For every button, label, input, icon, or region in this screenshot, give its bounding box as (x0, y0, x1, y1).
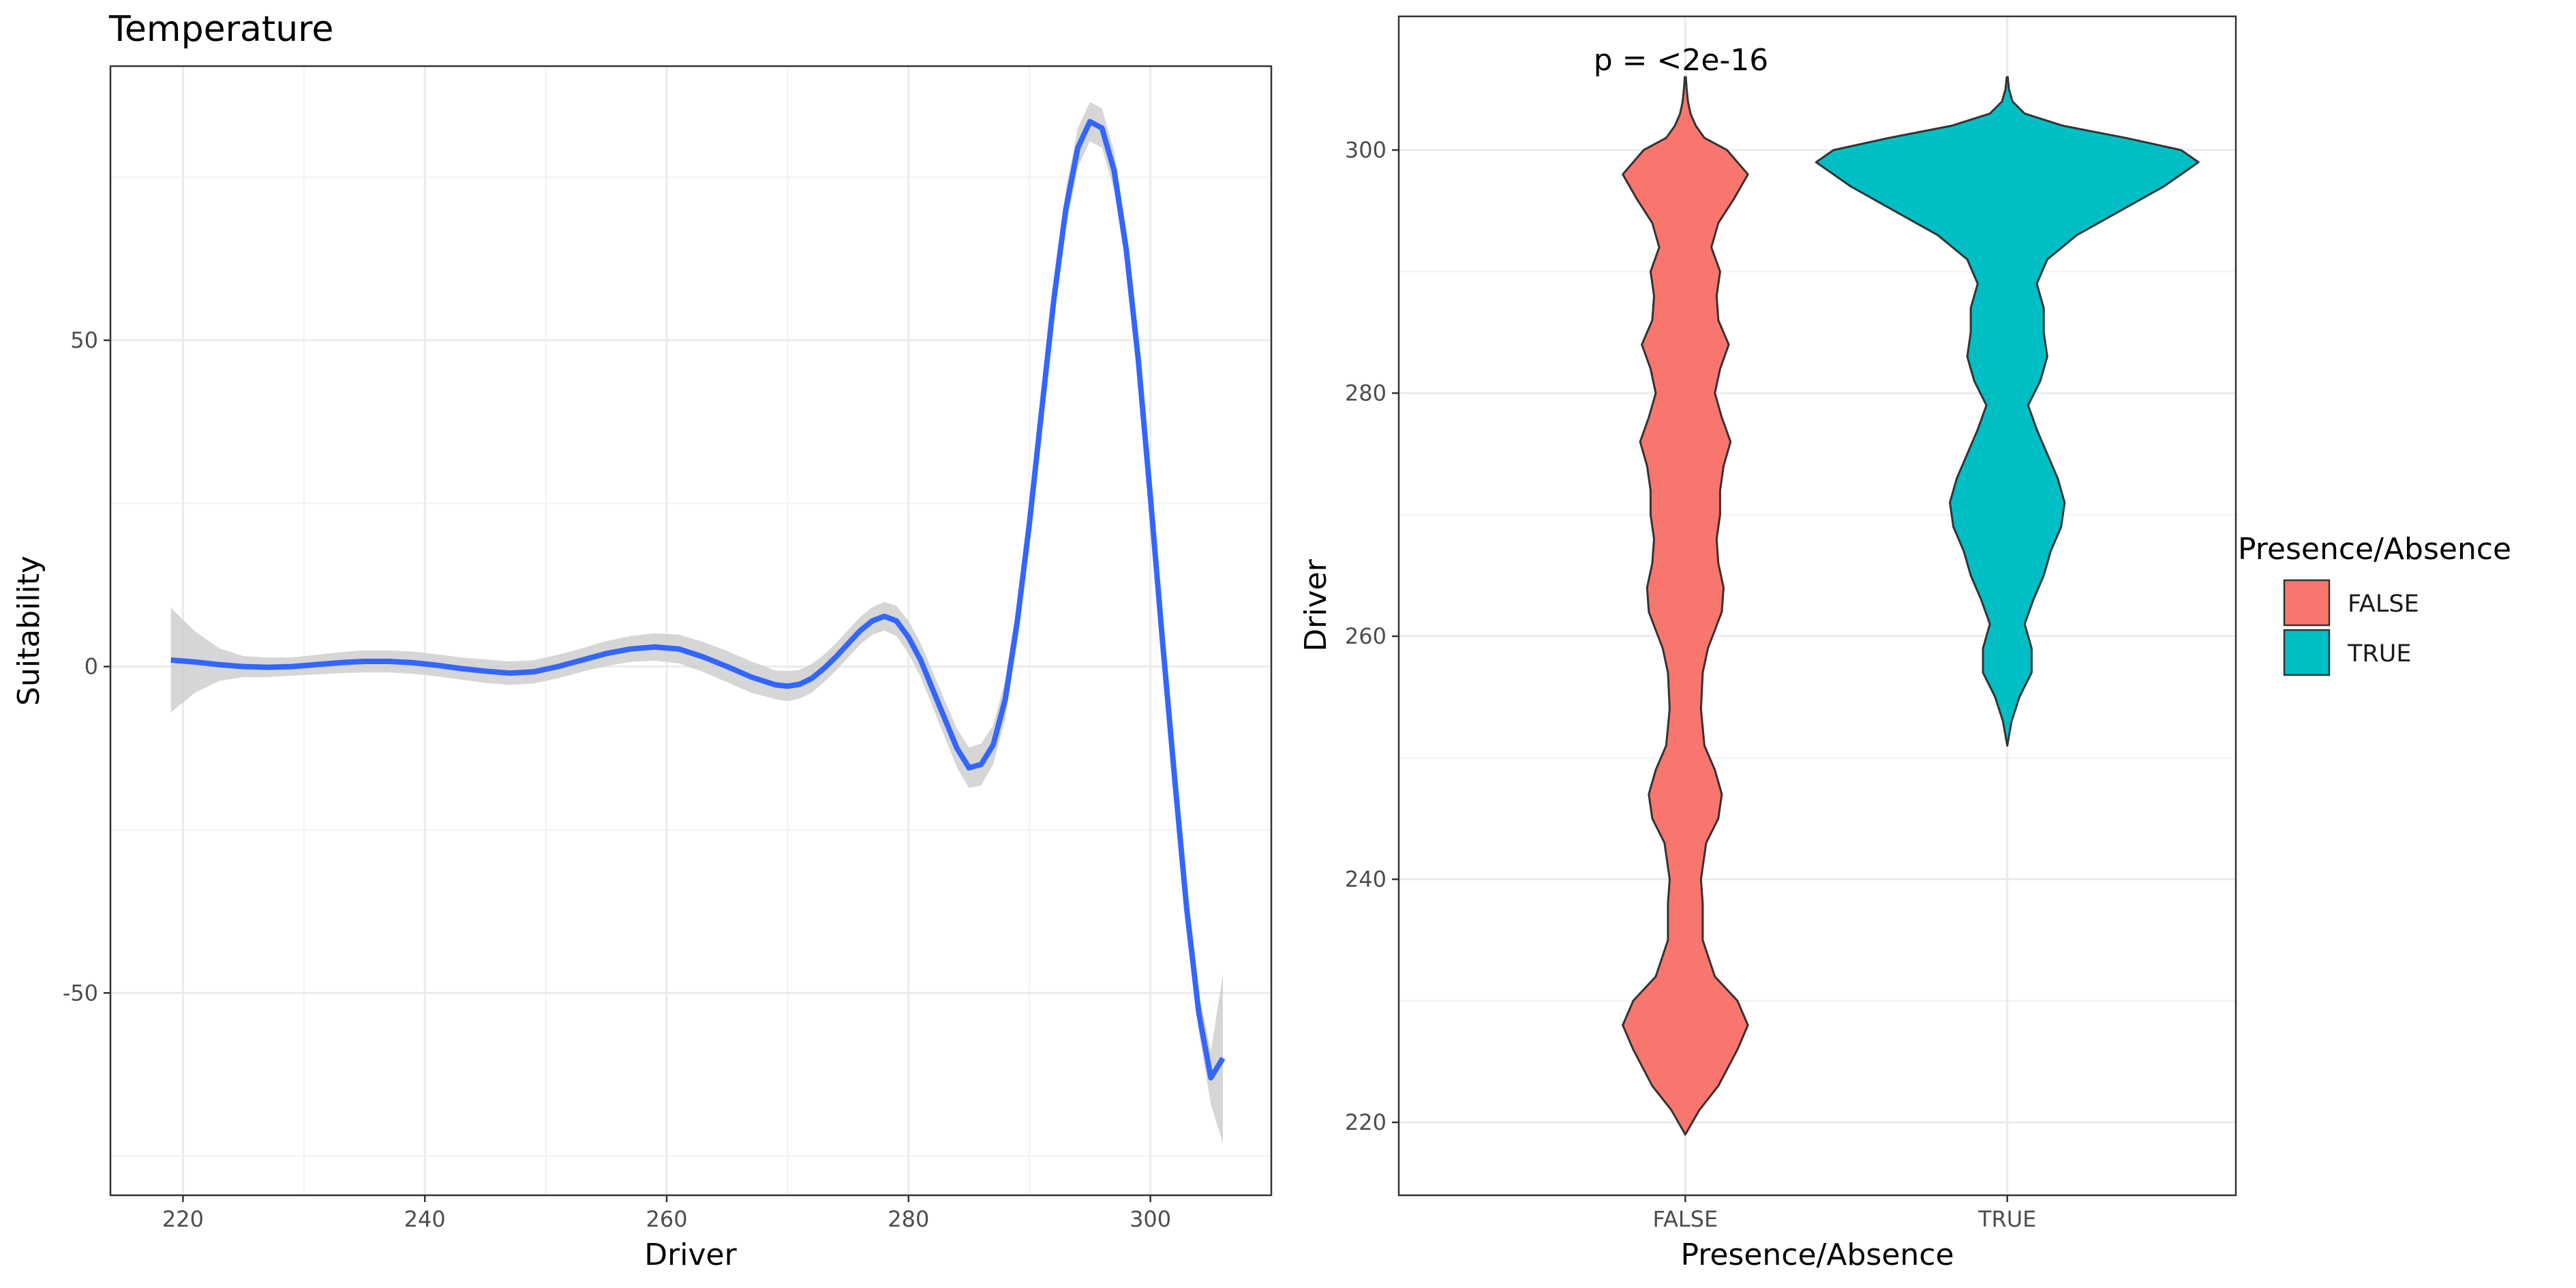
y-tick-label: 300 (1345, 137, 1387, 163)
y-tick-label: 0 (85, 654, 98, 680)
x-tick-label: TRUE (1978, 1206, 2036, 1232)
left-grid (110, 66, 1271, 1195)
legend-key-true (2283, 629, 2331, 676)
right-axis-ticks: 220 240 260 280 300 FALSE TRUE (1345, 137, 2036, 1232)
x-tick-label: 240 (404, 1206, 446, 1232)
left-panel-bg (110, 66, 1271, 1195)
violin-true (1815, 76, 2200, 747)
x-tick-label: FALSE (1652, 1206, 1718, 1232)
violins (1622, 76, 2200, 1136)
right-y-axis-title: Driver (1299, 558, 1333, 651)
left-x-axis-title: Driver (644, 1238, 737, 1272)
legend-title: Presence/Absence (2238, 532, 2511, 567)
y-tick-label: 280 (1345, 380, 1387, 406)
legend-key-false (2283, 579, 2331, 627)
legend-label-true: TRUE (2347, 640, 2411, 668)
x-tick-label: 260 (646, 1206, 687, 1232)
y-tick-label: 260 (1345, 623, 1387, 649)
suitability-line (170, 119, 1226, 1081)
legend-label-false: FALSE (2348, 590, 2419, 618)
right-panel-border (1397, 15, 2237, 1197)
legend: Presence/Absence FALSE TRUE (2238, 532, 2511, 676)
left-chart-title: Temperature (108, 9, 333, 50)
y-tick-label: 220 (1345, 1109, 1387, 1135)
x-tick-label: 300 (1130, 1206, 1171, 1232)
y-tick-label: 240 (1345, 867, 1387, 893)
right-x-axis-title: Presence/Absence (1680, 1238, 1954, 1272)
x-tick-label: 280 (888, 1206, 929, 1232)
left-panel-border (109, 65, 1273, 1197)
y-tick-label: -50 (63, 980, 98, 1006)
left-y-axis-title: Suitability (12, 556, 46, 706)
violin-false (1622, 76, 1749, 1136)
x-tick-label: 220 (162, 1206, 204, 1232)
smooth-line (170, 119, 1226, 1081)
y-tick-label: 50 (70, 327, 98, 353)
p-value-annotation: p = <2e-16 (1594, 43, 1769, 78)
left-axis-ticks: 220 240 260 280 300 -50 0 50 (63, 327, 1171, 1232)
